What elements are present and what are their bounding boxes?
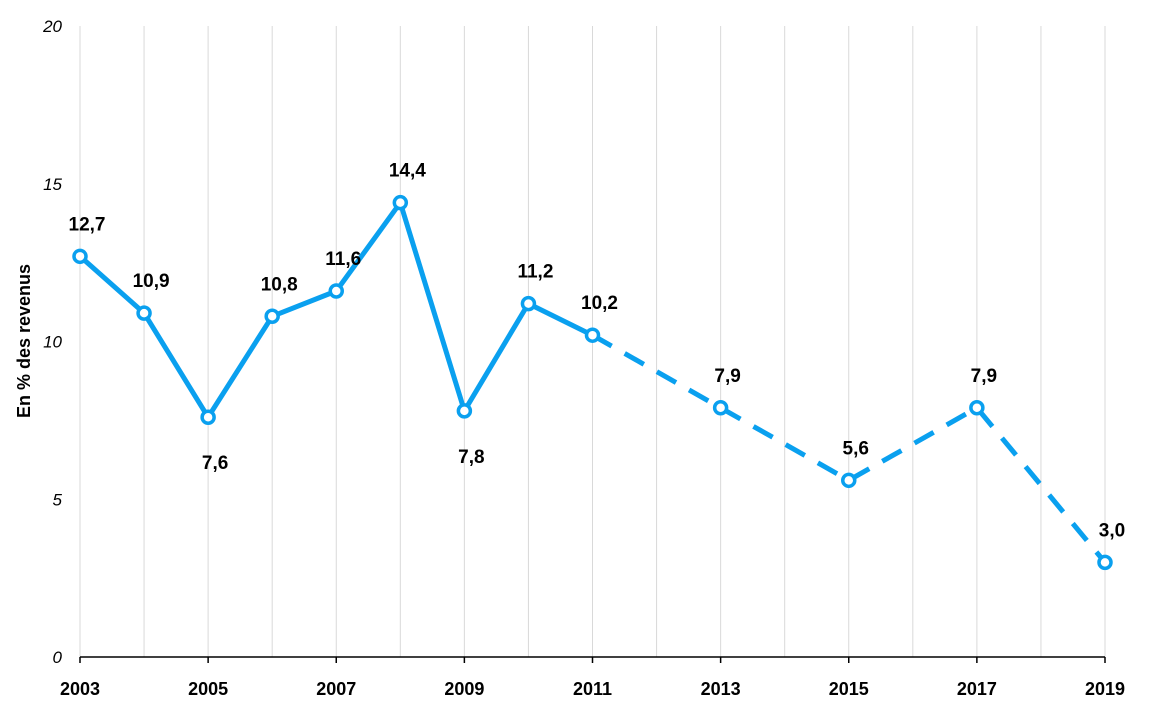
data-point-2005 bbox=[200, 409, 216, 425]
data-label-2008: 14,4 bbox=[389, 161, 426, 182]
y-tick-label-15: 15 bbox=[43, 175, 62, 194]
data-label-2011: 10,2 bbox=[581, 293, 618, 314]
x-tick-label-2009: 2009 bbox=[444, 679, 484, 699]
data-label-2005: 7,6 bbox=[202, 453, 228, 474]
data-label-2015: 5,6 bbox=[843, 438, 869, 459]
data-label-2006: 10,8 bbox=[261, 274, 298, 295]
y-tick-label-20: 20 bbox=[42, 17, 62, 36]
data-point-2008 bbox=[392, 194, 409, 211]
data-label-2010: 11,2 bbox=[517, 262, 553, 283]
data-label-2013: 7,9 bbox=[714, 366, 740, 387]
data-point-2017 bbox=[969, 400, 985, 416]
y-tick-label-0: 0 bbox=[53, 648, 63, 667]
data-point-2010 bbox=[520, 295, 537, 312]
data-label-2004: 10,9 bbox=[133, 271, 170, 292]
y-tick-label-5: 5 bbox=[53, 490, 63, 509]
data-label-2019: 3,0 bbox=[1099, 520, 1125, 541]
gridlines bbox=[79, 26, 1106, 657]
data-point-2009 bbox=[456, 403, 473, 419]
data-point-2004 bbox=[136, 305, 152, 321]
data-point-2013 bbox=[712, 400, 729, 416]
data-points bbox=[72, 194, 1113, 571]
x-tick-label-2007: 2007 bbox=[316, 679, 356, 699]
data-point-2011 bbox=[584, 327, 601, 343]
y-axis-label: En % des revenus bbox=[14, 264, 34, 418]
data-point-2006 bbox=[264, 308, 280, 325]
x-tick-label-2015: 2015 bbox=[829, 679, 869, 699]
data-point-2019 bbox=[1097, 554, 1113, 571]
data-point-2007 bbox=[328, 283, 344, 299]
data-label-2003: 12,7 bbox=[69, 214, 106, 235]
data-point-2015 bbox=[841, 472, 857, 489]
data-label-2007: 11,6 bbox=[325, 249, 361, 270]
data-point-2003 bbox=[72, 248, 88, 265]
x-tick-label-2013: 2013 bbox=[701, 679, 741, 699]
axes: 2003 2005 2007 2009 2011 2013 2015 2017 20190510… bbox=[42, 17, 1125, 699]
x-tick-label-2011: 2011 bbox=[573, 679, 612, 699]
data-label-2017: 7,9 bbox=[971, 366, 997, 387]
data-labels: 12,7 10,9 7,6 10,8 11,6 14,4 7,8 11,2 10,2 7,9 5,6… bbox=[69, 161, 1126, 542]
x-tick-label-2005: 2005 bbox=[188, 679, 228, 699]
data-label-2009: 7,8 bbox=[458, 447, 484, 468]
y-tick-label-10: 10 bbox=[43, 333, 62, 352]
x-tick-label-2019: 2019 bbox=[1085, 679, 1125, 699]
x-tick-label-2003: 2003 bbox=[60, 679, 100, 699]
x-tick-label-2017: 2017 bbox=[957, 679, 997, 699]
